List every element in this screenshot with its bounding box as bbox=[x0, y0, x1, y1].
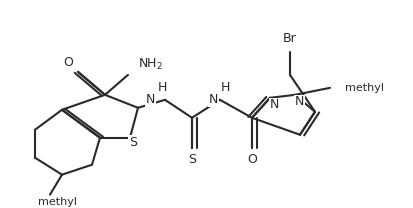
Text: O: O bbox=[247, 153, 257, 166]
Text: NH$_2$: NH$_2$ bbox=[138, 57, 163, 72]
Text: S: S bbox=[129, 136, 137, 149]
Text: H: H bbox=[220, 81, 230, 94]
Text: N: N bbox=[209, 93, 218, 106]
Text: N: N bbox=[270, 98, 279, 111]
Text: Br: Br bbox=[283, 32, 297, 45]
Text: S: S bbox=[188, 153, 196, 166]
Text: O: O bbox=[63, 56, 73, 69]
Text: N: N bbox=[295, 95, 304, 108]
Text: H: H bbox=[157, 81, 167, 94]
Text: N: N bbox=[146, 93, 155, 106]
Text: methyl: methyl bbox=[38, 197, 77, 207]
Text: methyl: methyl bbox=[345, 83, 384, 93]
